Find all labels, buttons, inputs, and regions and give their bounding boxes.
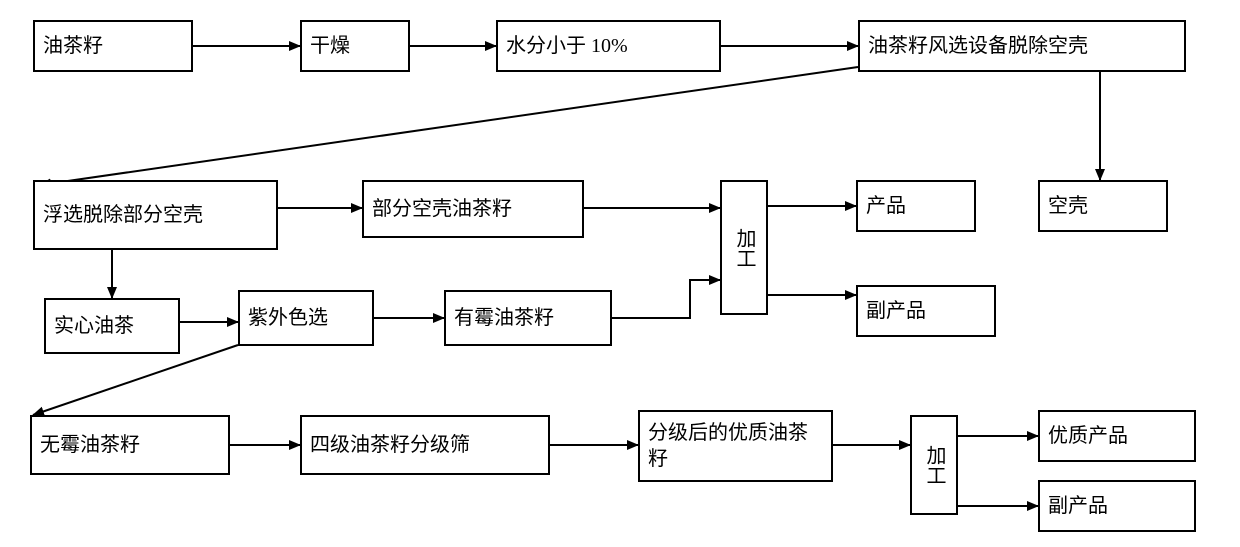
edge-n4-n5 xyxy=(40,67,858,185)
node-n14: 无霉油茶籽 xyxy=(30,415,230,475)
node-label: 副产品 xyxy=(1048,493,1108,519)
node-label: 副产品 xyxy=(866,298,926,324)
node-n3: 水分小于 10% xyxy=(496,20,721,72)
node-label: 分级后的优质油茶籽 xyxy=(648,420,823,472)
node-n15: 四级油茶籽分级筛 xyxy=(300,415,550,475)
node-label: 无霉油茶籽 xyxy=(40,432,140,458)
node-label: 有霉油茶籽 xyxy=(454,305,554,331)
node-n6: 部分空壳油茶籽 xyxy=(362,180,584,238)
node-n1: 油茶籽 xyxy=(33,20,193,72)
edge-n12-n7 xyxy=(612,280,720,318)
node-label: 油茶籽风选设备脱除空壳 xyxy=(868,33,1088,59)
node-label: 水分小于 10% xyxy=(506,33,628,59)
node-label: 浮选脱除部分空壳 xyxy=(43,202,203,228)
node-n4: 油茶籽风选设备脱除空壳 xyxy=(858,20,1186,72)
node-label: 紫外色选 xyxy=(248,305,328,331)
node-label: 加工 xyxy=(731,228,757,268)
node-label: 空壳 xyxy=(1048,193,1088,219)
node-label: 产品 xyxy=(866,193,906,219)
node-n17: 加工 xyxy=(910,415,958,515)
node-n2: 干燥 xyxy=(300,20,410,72)
node-n16: 分级后的优质油茶籽 xyxy=(638,410,833,482)
node-label: 优质产品 xyxy=(1048,423,1128,449)
node-n18: 优质产品 xyxy=(1038,410,1196,462)
node-n8: 产品 xyxy=(856,180,976,232)
node-n7: 加工 xyxy=(720,180,768,315)
node-label: 四级油茶籽分级筛 xyxy=(310,432,470,458)
node-n12: 有霉油茶籽 xyxy=(444,290,612,346)
node-label: 加工 xyxy=(921,445,947,485)
node-label: 油茶籽 xyxy=(43,33,103,59)
node-n9: 空壳 xyxy=(1038,180,1168,232)
node-label: 实心油茶 xyxy=(54,313,134,339)
node-n11: 紫外色选 xyxy=(238,290,374,346)
node-label: 干燥 xyxy=(310,33,350,59)
node-n5: 浮选脱除部分空壳 xyxy=(33,180,278,250)
node-n13: 副产品 xyxy=(856,285,996,337)
edge-n11-n14 xyxy=(33,345,238,415)
node-label: 部分空壳油茶籽 xyxy=(372,196,512,222)
flowchart-canvas: 油茶籽 干燥 水分小于 10% 油茶籽风选设备脱除空壳浮选脱除部分空壳 部分空壳油茶籽加… xyxy=(0,0,1240,547)
node-n19: 副产品 xyxy=(1038,480,1196,532)
node-n10: 实心油茶 xyxy=(44,298,180,354)
